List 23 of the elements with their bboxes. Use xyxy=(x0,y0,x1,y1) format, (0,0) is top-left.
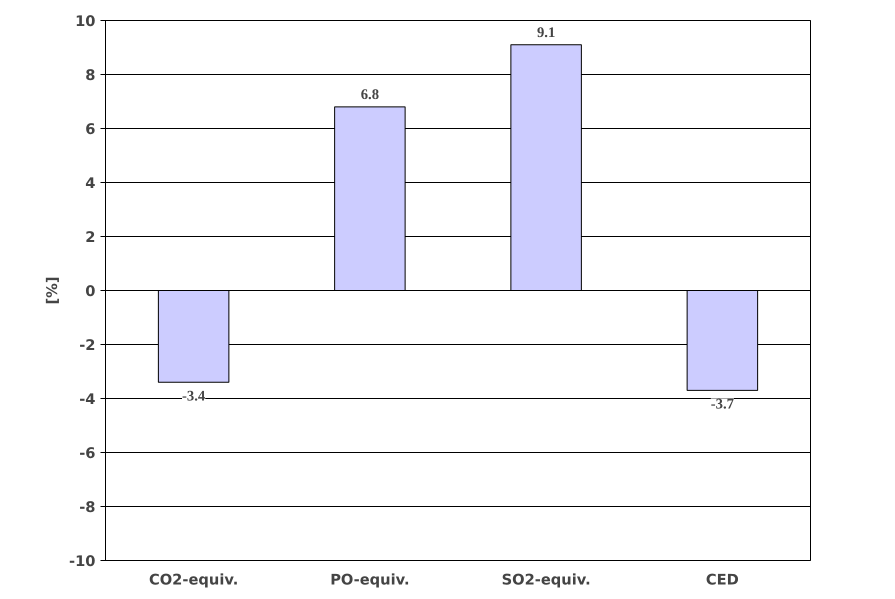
y-tick-label: -6 xyxy=(79,445,96,462)
data-label: -3.7 xyxy=(710,396,734,412)
y-tick-label: 6 xyxy=(85,121,96,138)
y-tick-label: 8 xyxy=(85,67,96,84)
x-tick-label: CO2-equiv. xyxy=(148,572,238,588)
data-label: 9.1 xyxy=(536,24,556,41)
data-label: -3.4 xyxy=(182,388,206,404)
y-tick-label: 4 xyxy=(85,175,96,192)
y-tick-label: 2 xyxy=(85,229,96,246)
x-tick-label: PO-equiv. xyxy=(330,572,410,588)
y-tick-label: 0 xyxy=(85,283,96,300)
y-axis-title: [%] xyxy=(44,276,62,305)
y-tick-label: -2 xyxy=(79,337,96,354)
x-tick-label: CED xyxy=(706,572,739,588)
y-tick-label: 10 xyxy=(75,13,96,30)
x-tick-label: SO2-equiv. xyxy=(502,572,591,588)
bar xyxy=(334,106,406,291)
y-tick-label: -8 xyxy=(79,499,96,516)
bar xyxy=(158,290,230,383)
y-tick-label: -4 xyxy=(79,391,96,408)
data-label: 6.8 xyxy=(360,86,380,103)
y-tick-label: -10 xyxy=(69,553,96,570)
bar xyxy=(686,290,758,391)
